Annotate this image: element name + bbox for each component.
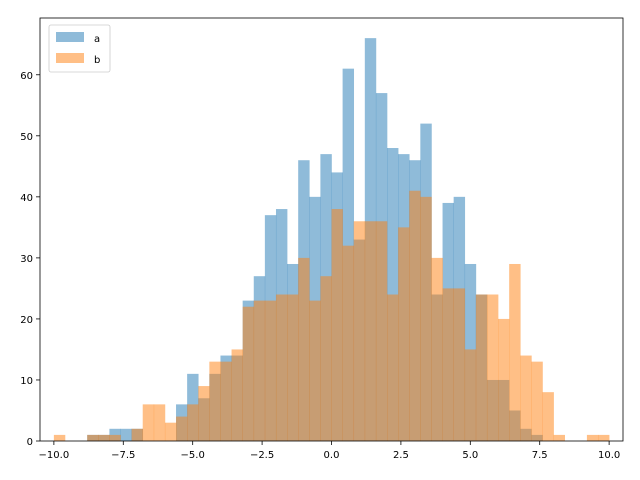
legend-label-b: b [94,55,100,66]
bar-b-14 [209,361,221,441]
bar-b-16 [231,349,243,441]
x-tick-label: −10.0 [39,450,70,461]
bar-b-32 [409,190,421,441]
bar-b-25 [331,209,343,441]
bar-b-5 [109,434,121,441]
bar-b-8 [142,404,155,441]
bar-b-10 [164,422,177,441]
bar-b-49 [598,434,610,441]
bar-b-29 [375,221,388,441]
y-tick-label: 20 [20,315,33,326]
bar-b-4 [98,434,110,441]
bar-b-20 [275,294,288,441]
x-tick-label: 7.5 [532,450,548,461]
bar-b-34 [431,257,443,441]
bar-b-21 [287,294,299,441]
y-tick-label: 10 [20,376,33,387]
bar-b-11 [176,416,188,441]
y-tick-label: 50 [20,132,33,143]
x-tick-label: 2.5 [393,450,409,461]
bar-b-37 [464,349,477,441]
bar-b-22 [298,257,310,441]
x-tick-label: −5.0 [181,450,205,461]
bar-b-18 [253,300,266,441]
y-tick-label: 40 [20,193,33,204]
bar-b-48 [586,434,599,441]
x-tick-label: −7.5 [111,450,135,461]
bar-a-6 [120,428,132,441]
x-tick-label: 0.0 [324,450,340,461]
x-tick-label: −2.5 [250,450,274,461]
legend-label-a: a [94,34,100,45]
bar-b-17 [242,306,255,441]
bar-b-15 [220,361,232,441]
y-tick-label: 0 [27,437,33,448]
bars-layer [53,38,610,442]
legend-swatch-a [56,32,84,42]
x-tick-label: 5.0 [462,450,478,461]
bar-b-45 [553,434,565,441]
bar-b-40 [498,318,510,441]
bar-b-27 [353,221,366,441]
bar-b-31 [398,227,410,441]
bar-b-43 [531,361,543,441]
y-tick-label: 60 [20,71,33,82]
y-tick-label: 30 [20,254,33,265]
bar-b-28 [364,221,377,441]
bar-b-7 [131,428,144,441]
bar-b-26 [342,245,355,441]
bar-b-38 [475,294,488,441]
legend-swatch-b [56,53,84,63]
bar-b-0 [53,434,66,441]
bar-a-30 [387,148,399,441]
bar-b-36 [453,288,466,441]
y-axis: 0 10 20 30 40 50 60 [20,71,40,448]
x-axis: −10.0 −7.5 −5.0 −2.5 0.0 2.5 5.0 7.5 10.0 [39,441,620,461]
bar-b-23 [309,300,321,441]
bar-b-42 [520,355,532,441]
legend: a b [48,24,111,73]
bar-b-30 [387,294,399,441]
bar-b-13 [198,386,210,441]
bar-b-19 [264,300,277,441]
bar-b-12 [187,404,199,441]
bar-b-35 [442,288,454,441]
bar-b-39 [486,294,499,441]
bar-b-24 [320,276,332,441]
bar-b-9 [153,404,166,441]
bar-b-3 [87,434,99,441]
series-b [53,190,610,441]
bar-b-33 [420,196,432,441]
bar-b-44 [542,392,554,441]
bar-b-41 [509,263,521,441]
x-tick-label: 10.0 [598,450,620,461]
